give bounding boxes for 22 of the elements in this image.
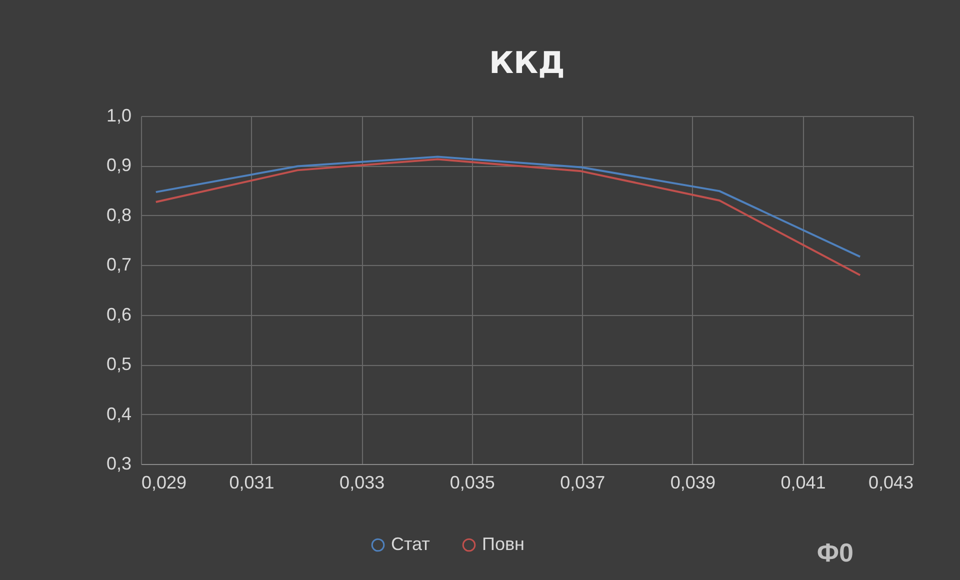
y-tick-label: 1,0 xyxy=(106,106,132,126)
y-tick-label: 0,5 xyxy=(106,354,132,374)
y-tick-label: 0,9 xyxy=(106,155,132,176)
legend-label: Повн xyxy=(482,534,524,554)
x-tick-label: 0,041 xyxy=(780,472,826,492)
x-tick-label: 0,029 xyxy=(142,472,187,492)
legend-label: Стат xyxy=(391,534,430,554)
x-tick-label: 0,043 xyxy=(868,472,914,492)
x-tick-label: 0,037 xyxy=(560,472,606,492)
y-tick-label: 0,3 xyxy=(106,454,132,474)
x-tick-label: 0,039 xyxy=(670,472,716,492)
y-tick-label: 0,4 xyxy=(106,404,132,424)
y-tick-label: 0,6 xyxy=(106,304,132,324)
line-series xyxy=(154,158,862,276)
y-tick-label: 0,7 xyxy=(106,254,132,275)
x-tick-label: 0,033 xyxy=(340,472,385,492)
y-tick-label: 0,8 xyxy=(106,204,132,225)
chart-title: ККД xyxy=(489,46,565,81)
x-tick-label: 0,035 xyxy=(450,472,495,492)
line-series xyxy=(154,156,862,258)
x-axis-title: Ф0 xyxy=(816,538,854,568)
x-tick-label: 0,031 xyxy=(229,472,274,492)
